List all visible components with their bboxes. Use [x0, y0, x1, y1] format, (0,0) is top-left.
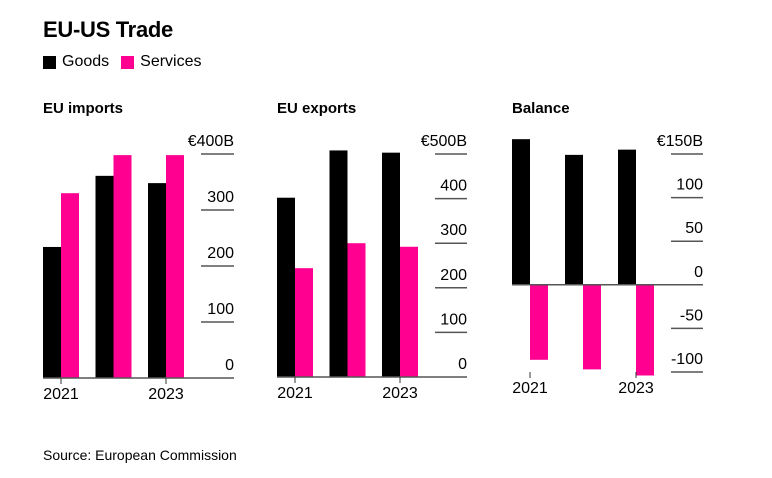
bar-eu-imports-services-2022 [113, 155, 132, 378]
y-tick-label-balance: -100 [671, 351, 703, 368]
bar-eu-exports-services-2021 [295, 268, 313, 377]
bar-eu-exports-goods-2021 [277, 197, 295, 377]
bar-eu-exports-services-2022 [347, 243, 366, 377]
bar-balance-goods-2023 [618, 149, 636, 285]
legend-swatch-services [121, 55, 135, 69]
source-note: Source: European Commission [43, 447, 237, 463]
x-tick-label-eu-imports: 2023 [148, 386, 184, 403]
bar-balance-goods-2021 [512, 139, 530, 285]
panel-title-eu-imports: EU imports [43, 100, 123, 117]
legend-label-goods: Goods [62, 53, 110, 70]
x-tick-label-eu-exports: 2023 [382, 385, 418, 402]
bar-eu-imports-services-2021 [61, 193, 79, 378]
y-tick-label-balance: 100 [676, 177, 703, 194]
legend-label-services: Services [140, 53, 202, 70]
bar-eu-exports-services-2023 [400, 246, 418, 377]
bar-eu-imports-goods-2023 [148, 183, 166, 378]
x-tick-label-eu-exports: 2021 [277, 385, 313, 402]
y-tick-label-eu-imports: €400B [188, 133, 234, 150]
bar-eu-exports-goods-2023 [382, 152, 400, 377]
panel-title-balance: Balance [512, 100, 570, 117]
y-tick-label-eu-imports: 100 [207, 301, 234, 318]
y-tick-label-balance: €150B [657, 133, 703, 150]
y-tick-label-balance: -50 [680, 307, 703, 324]
y-tick-label-eu-exports: 0 [458, 356, 467, 373]
y-tick-label-eu-exports: 100 [440, 311, 467, 328]
bar-eu-imports-services-2023 [166, 155, 184, 378]
y-tick-label-eu-imports: 200 [207, 245, 234, 262]
y-tick-label-eu-imports: 0 [225, 357, 234, 374]
legend-swatch-goods [43, 55, 56, 69]
bar-eu-imports-goods-2022 [95, 175, 114, 378]
x-tick-label-eu-imports: 2021 [43, 386, 79, 403]
legend-item-goods: Goods [43, 53, 109, 71]
bar-eu-imports-goods-2021 [43, 246, 61, 378]
legend: Goods Services [43, 53, 214, 71]
y-tick-label-balance: 0 [694, 264, 703, 281]
bar-balance-services-2022 [583, 284, 601, 370]
y-tick-label-eu-exports: 300 [440, 222, 467, 239]
chart-title: EU-US Trade [43, 17, 173, 42]
legend-item-services: Services [121, 53, 202, 71]
bar-eu-exports-goods-2022 [329, 150, 348, 377]
y-tick-label-eu-exports: 200 [440, 267, 467, 284]
bar-balance-services-2021 [530, 284, 548, 360]
x-tick-label-balance: 2021 [512, 380, 548, 397]
bar-balance-goods-2022 [565, 154, 583, 285]
y-tick-label-eu-exports: €500B [421, 133, 467, 150]
y-tick-label-eu-exports: 400 [440, 178, 467, 195]
x-tick-label-balance: 2023 [618, 380, 654, 397]
bar-balance-services-2023 [636, 284, 654, 376]
panel-title-eu-exports: EU exports [277, 100, 356, 117]
y-tick-label-eu-imports: 300 [207, 189, 234, 206]
y-tick-label-balance: 50 [685, 220, 703, 237]
